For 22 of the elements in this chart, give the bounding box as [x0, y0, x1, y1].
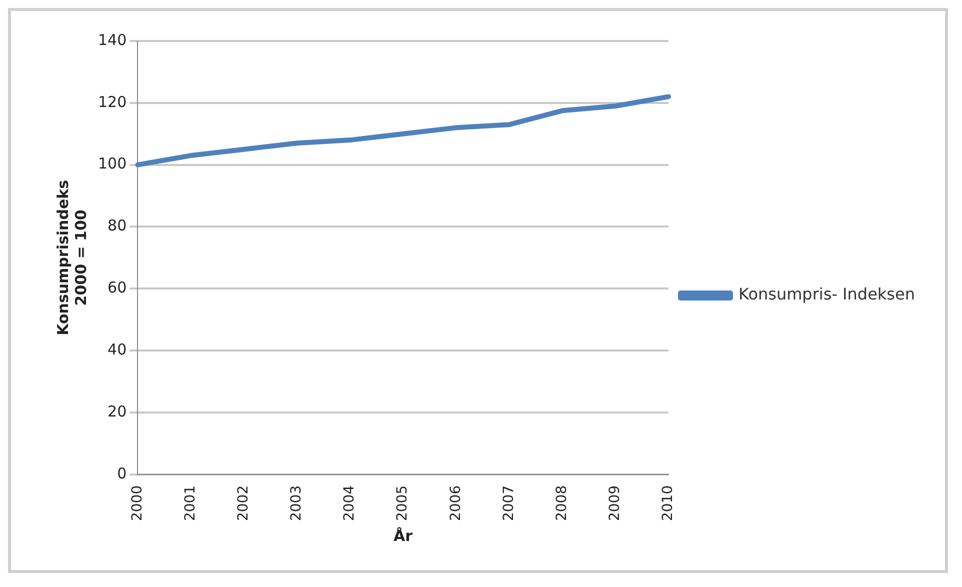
- x-tick-label: 2009: [607, 485, 624, 522]
- x-tick-label: 2007: [500, 485, 517, 522]
- x-tick-label: 2010: [660, 485, 676, 522]
- y-tick-label: 140: [98, 30, 127, 49]
- x-tick-label: 2001: [182, 485, 198, 522]
- y-tick-label: 40: [108, 340, 127, 358]
- y-tick-label: 0: [117, 464, 127, 482]
- x-tick-label: 2008: [554, 485, 570, 522]
- y-tick-label: 20: [108, 402, 127, 420]
- x-tick-label: 2000: [129, 485, 146, 522]
- x-tick-label: 2005: [394, 485, 411, 522]
- x-axis-title: År: [394, 526, 414, 545]
- x-tick-label: 2004: [342, 485, 358, 522]
- y-axis-title: Konsumprisindeks 2000 = 100: [54, 180, 90, 336]
- y-tick-label: 60: [108, 278, 127, 297]
- x-tick-label: 2002: [235, 485, 252, 522]
- x-tick-label: 2003: [288, 485, 305, 522]
- x-tick-label: 2006: [448, 485, 464, 522]
- y-tick-label: 80: [108, 216, 127, 235]
- y-tick-label: 100: [98, 154, 127, 173]
- legend-label: Konsumpris- Indeksen: [738, 284, 916, 304]
- y-tick-label: 120: [98, 92, 127, 111]
